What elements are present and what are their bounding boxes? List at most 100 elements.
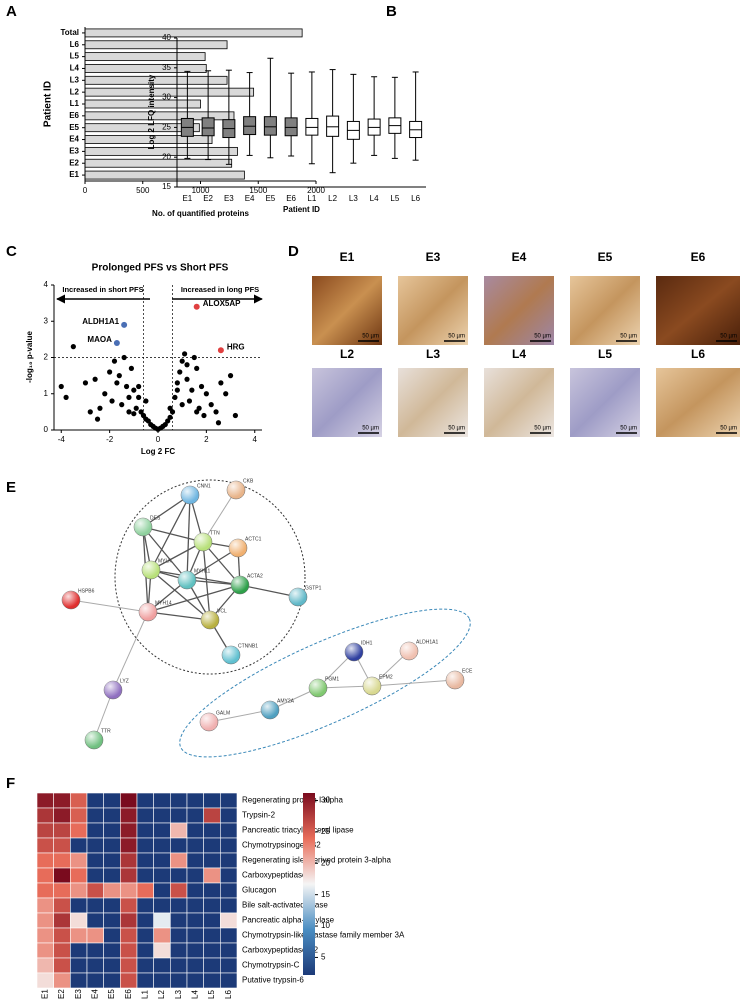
point [121, 354, 127, 361]
point [128, 365, 134, 371]
x-tick-label: 1500 [249, 186, 267, 195]
heat-cell [86, 852, 104, 869]
row-label: Carboxypeptidase B [242, 871, 314, 880]
node-shine [400, 642, 418, 660]
row-label: Glucagon [242, 886, 276, 895]
sample-label: L3 [426, 347, 440, 361]
x-tick-label: E4 [245, 194, 255, 203]
heat-cell [70, 942, 88, 959]
point-label: ALOX5AP [203, 299, 241, 308]
node-shine [200, 713, 218, 731]
point [184, 362, 190, 368]
ihc-image [656, 368, 740, 437]
heat-cell [53, 792, 71, 809]
node-label: MYLK [158, 558, 172, 564]
edge [142, 526, 204, 543]
edge [150, 541, 204, 571]
edge [150, 569, 211, 621]
node-shine [345, 643, 363, 661]
heat-cell [136, 927, 154, 944]
point [63, 394, 69, 400]
heat-cell [86, 807, 104, 824]
heat-cell [170, 882, 188, 899]
panel-label: B [386, 3, 397, 20]
heat-cell [53, 957, 71, 974]
edge [186, 494, 191, 581]
point [111, 358, 118, 364]
column-label: L3 [174, 990, 183, 999]
heat-cell [86, 897, 104, 914]
heat-cell [220, 882, 238, 899]
edge [142, 526, 188, 581]
y-tick-label: 30 [162, 93, 171, 102]
point [194, 409, 200, 415]
heat-cell [170, 912, 188, 929]
heat-cell [120, 852, 138, 869]
scale-bar-label: 50 µm [362, 426, 379, 432]
point [136, 383, 142, 390]
highlight-point [113, 340, 120, 346]
heat-cell [103, 957, 121, 974]
point [92, 376, 98, 382]
colorbar-tick-label: 30 [321, 796, 330, 805]
heat-cell [220, 807, 238, 824]
node-label: CKB [243, 478, 254, 484]
sample-label: E1 [340, 250, 355, 264]
node-label: GSTP1 [305, 585, 322, 591]
scale-bar-label: 50 µm [534, 334, 551, 340]
node-label: VCL [217, 608, 227, 614]
edge [147, 611, 211, 621]
ihc-image [398, 368, 468, 437]
point [102, 391, 108, 397]
heat-cell [70, 957, 88, 974]
heat-cell [186, 807, 204, 824]
scale-bar-label: 50 µm [448, 334, 465, 340]
colorbar-tick-label: 20 [321, 858, 330, 867]
colorbar-tick-label: 25 [321, 827, 330, 836]
heat-cell [70, 927, 88, 944]
x-tick-label: 500 [136, 186, 150, 195]
y-tick-label: 4 [44, 280, 49, 289]
point [126, 409, 132, 415]
heat-cell [220, 867, 238, 884]
point [70, 344, 76, 350]
x-axis-label: No. of quantified proteins [152, 209, 249, 218]
heat-cell [103, 837, 121, 854]
heat-cell [203, 927, 221, 944]
row-label: Pancreatic alpha-amylase [242, 916, 335, 925]
heat-cell [120, 957, 138, 974]
x-tick-label: E3 [224, 194, 234, 203]
row-label: Regenerating protein I alpha [242, 796, 344, 805]
node-label: TTR [101, 728, 111, 734]
heat-cell [70, 852, 88, 869]
annotation: Increased in long PFS [181, 285, 259, 294]
node-label: GALM [216, 710, 230, 716]
y-tick-label: 3 [44, 316, 49, 325]
colorbar-tick-label: 15 [321, 890, 330, 899]
panel-label: C [6, 243, 17, 260]
heat-cell [170, 867, 188, 884]
heat-cell [86, 882, 104, 899]
point [116, 373, 122, 379]
row-label: Trypsin-2 [242, 811, 276, 820]
heat-cell [36, 882, 54, 899]
x-tick-label: E6 [286, 194, 296, 203]
x-axis-label: Patient ID [283, 205, 320, 214]
box [326, 115, 340, 137]
heat-cell [220, 942, 238, 959]
y-tick-label: Total [60, 28, 79, 37]
point [167, 414, 173, 420]
heat-cell [203, 912, 221, 929]
scale-bar-label: 50 µm [720, 334, 737, 340]
heat-cell [70, 912, 88, 929]
ihc-image [570, 368, 640, 437]
heat-cell [186, 852, 204, 869]
node-shine [227, 481, 245, 499]
edge [239, 584, 299, 598]
point [232, 412, 238, 419]
heat-cell [203, 852, 221, 869]
point-label: MAOA [87, 335, 112, 344]
heat-cell [220, 927, 238, 944]
y-tick-label: 1 [44, 389, 49, 398]
